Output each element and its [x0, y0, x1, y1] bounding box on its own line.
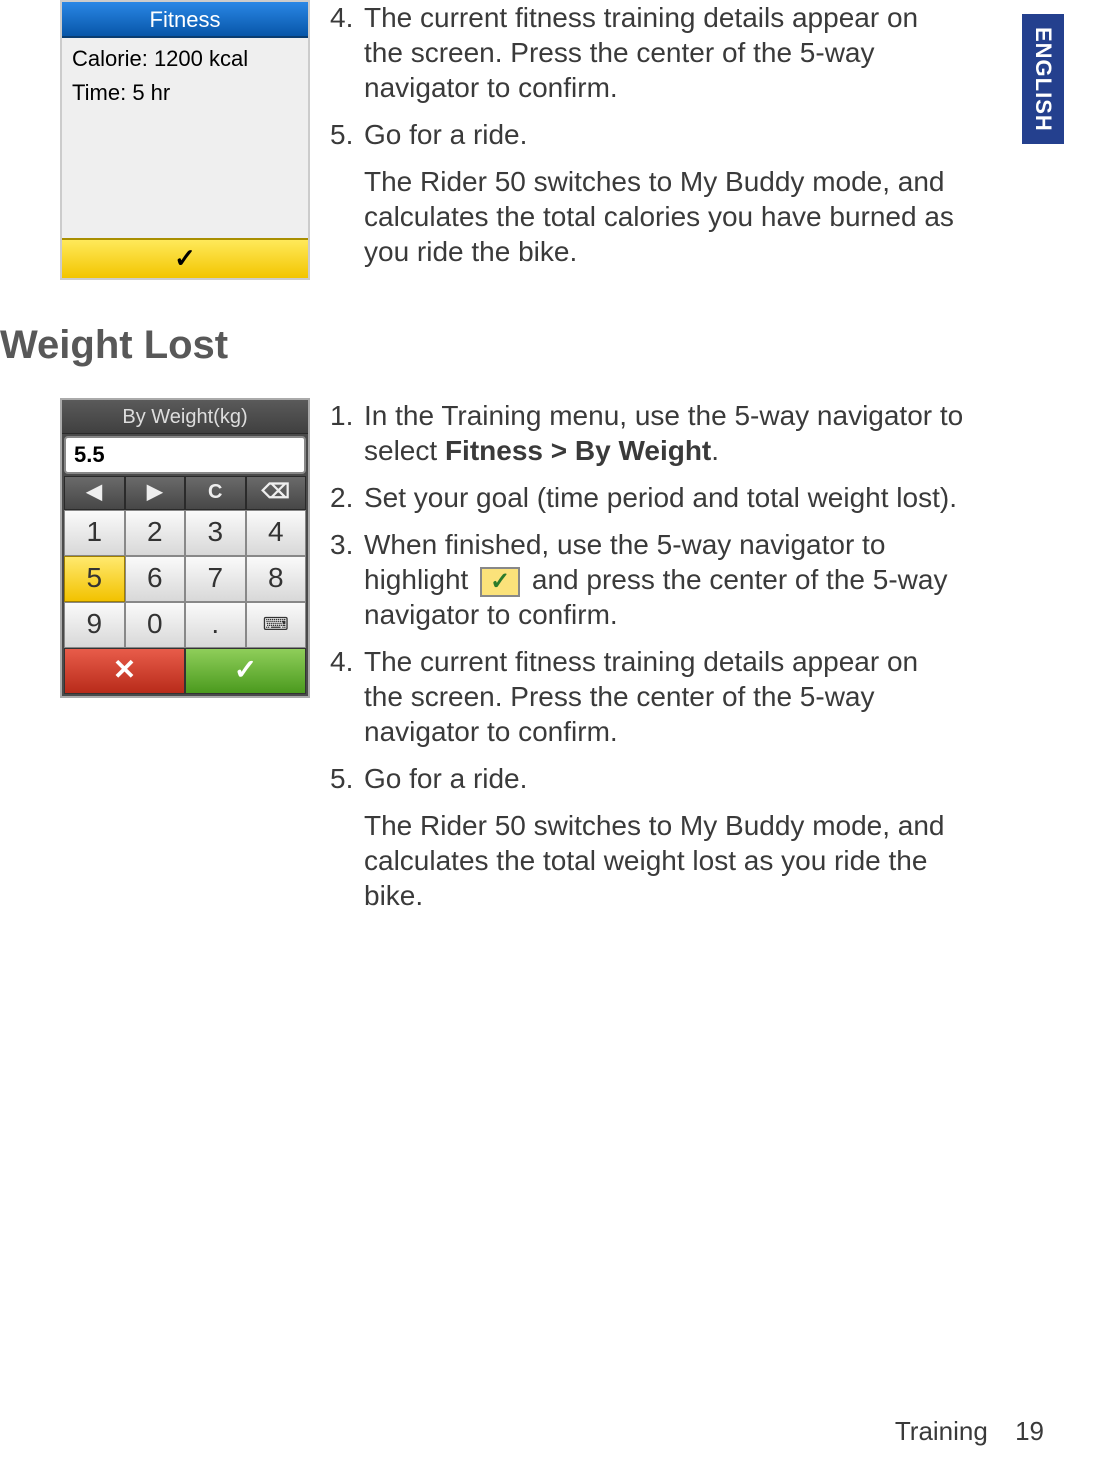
keyboard-icon[interactable]: ⌨: [246, 602, 307, 648]
section2-steps: 1. In the Training menu, use the 5-way n…: [330, 398, 964, 913]
step-text: In the Training menu, use the 5-way navi…: [364, 398, 964, 468]
numkey-dot[interactable]: .: [185, 602, 246, 648]
confirm-check-icon: [480, 567, 520, 597]
weight-titlebar: By Weight(kg): [62, 400, 308, 434]
step-number: 3.: [330, 527, 364, 632]
step-text: The current fitness training details app…: [364, 644, 964, 749]
clear-button[interactable]: C: [185, 476, 246, 510]
fitness-body: Calorie: 1200 kcal Time: 5 hr: [62, 38, 308, 238]
section2-step-5: 5. Go for a ride.: [330, 761, 964, 796]
numkey-0[interactable]: 0: [125, 602, 186, 648]
weight-ctrl-row: ◀ ▶ C ⌫: [64, 476, 306, 510]
numkey-8[interactable]: 8: [246, 556, 307, 602]
numkey-3[interactable]: 3: [185, 510, 246, 556]
calorie-label: Calorie:: [72, 46, 148, 71]
weight-action-row: ✕ ✓: [64, 648, 306, 694]
step-text: The current fitness training details app…: [364, 0, 964, 105]
step-text: Set your goal (time period and total wei…: [364, 480, 964, 515]
step1-bold: Fitness > By Weight: [445, 435, 711, 466]
section2-step-1: 1. In the Training menu, use the 5-way n…: [330, 398, 964, 468]
cancel-button[interactable]: ✕: [64, 648, 185, 694]
language-tab: ENGLISH: [1022, 14, 1064, 144]
numkey-7[interactable]: 7: [185, 556, 246, 602]
page-footer: Training 19: [895, 1416, 1044, 1447]
numkey-9[interactable]: 9: [64, 602, 125, 648]
step-number: 1.: [330, 398, 364, 468]
step-text: When finished, use the 5-way navigator t…: [364, 527, 964, 632]
ok-button[interactable]: ✓: [185, 648, 306, 694]
step-text: Go for a ride.: [364, 117, 964, 152]
fitness-titlebar: Fitness: [62, 2, 308, 38]
time-label: Time:: [72, 80, 126, 105]
footer-page-number: 19: [1015, 1416, 1044, 1446]
numkey-5[interactable]: 5: [64, 556, 125, 602]
numkey-4[interactable]: 4: [246, 510, 307, 556]
section1-subtext: The Rider 50 switches to My Buddy mode, …: [364, 164, 964, 269]
step1-post: .: [711, 435, 719, 466]
backspace-button[interactable]: ⌫: [246, 476, 307, 510]
step-number: 2.: [330, 480, 364, 515]
weight-value-field[interactable]: 5.5: [64, 436, 306, 474]
step-number: 5.: [330, 761, 364, 796]
fitness-confirm-bar[interactable]: ✓: [62, 238, 308, 278]
section2-subtext: The Rider 50 switches to My Buddy mode, …: [364, 808, 964, 913]
weight-numpad: 1 2 3 4 5 6 7 8 9 0 . ⌨: [64, 510, 306, 648]
section1-steps: 4. The current fitness training details …: [330, 0, 964, 269]
numkey-1[interactable]: 1: [64, 510, 125, 556]
calorie-value: 1200 kcal: [154, 46, 248, 71]
section2-step-4: 4. The current fitness training details …: [330, 644, 964, 749]
numkey-6[interactable]: 6: [125, 556, 186, 602]
weight-device-screenshot: By Weight(kg) 5.5 ◀ ▶ C ⌫ 1 2 3 4: [60, 398, 310, 698]
section-weight-row: By Weight(kg) 5.5 ◀ ▶ C ⌫ 1 2 3 4: [0, 398, 1054, 927]
heading-weight-lost: Weight Lost: [0, 323, 1054, 368]
section1-step-4: 4. The current fitness training details …: [330, 0, 964, 105]
step-text: Go for a ride.: [364, 761, 964, 796]
footer-section: Training: [895, 1416, 988, 1446]
section1-step-5: 5. Go for a ride.: [330, 117, 964, 152]
fitness-time-row: Time: 5 hr: [72, 80, 298, 106]
numkey-2[interactable]: 2: [125, 510, 186, 556]
section2-step-2: 2. Set your goal (time period and total …: [330, 480, 964, 515]
time-value: 5 hr: [132, 80, 170, 105]
step-number: 4.: [330, 644, 364, 749]
step-number: 4.: [330, 0, 364, 105]
fitness-device-screenshot: Fitness Calorie: 1200 kcal Time: 5 hr ✓: [60, 0, 310, 280]
step-number: 5.: [330, 117, 364, 152]
section-fitness-row: Fitness Calorie: 1200 kcal Time: 5 hr ✓: [0, 0, 1054, 283]
nav-left-button[interactable]: ◀: [64, 476, 125, 510]
nav-right-button[interactable]: ▶: [125, 476, 186, 510]
fitness-calorie-row: Calorie: 1200 kcal: [72, 46, 298, 72]
section2-step-3: 3. When finished, use the 5-way navigato…: [330, 527, 964, 632]
